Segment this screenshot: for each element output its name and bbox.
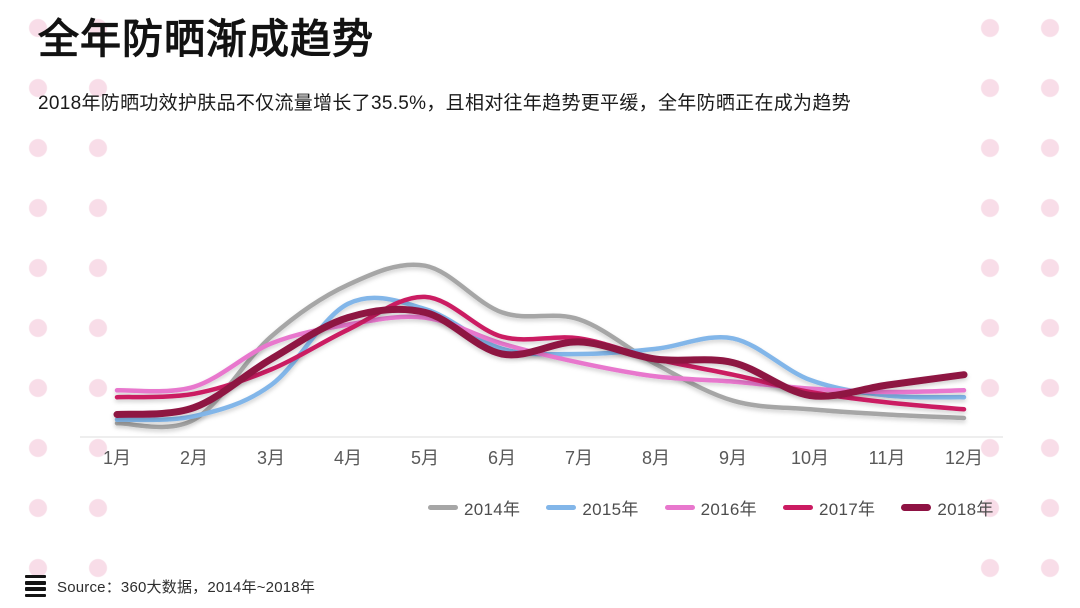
x-axis-label: 8月 [642,448,670,468]
legend-swatch-2014年 [428,505,458,510]
series-lines [113,262,968,430]
series-line-2018年 [113,305,968,418]
x-axis-label: 6月 [488,448,516,468]
chart-legend: 2014年 2015年 2016年 2017年 2018年 [428,495,994,520]
legend-label: 2018年 [937,500,994,519]
x-axis-label: 9月 [719,448,747,468]
menu-bars-icon [25,575,46,597]
page-subtitle: 2018年防晒功效护肤品不仅流量增长了35.5%，且相对往年趋势更平缓，全年防晒… [38,93,851,114]
legend-label: 2017年 [818,500,876,519]
legend-item-2016年: 2016年 [664,495,757,520]
legend-item-2018年: 2018年 [901,495,993,520]
legend-swatch-2016年 [664,505,695,510]
legend-item-2017年: 2017年 [782,495,876,520]
x-axis-labels: 1月 2月 3月 4月 5月 6月 7月 8月 9月 10月 11月 12月 [103,448,983,468]
legend-label: 2014年 [464,500,521,519]
legend-swatch-2017年 [782,505,813,510]
legend-item-2015年: 2015年 [546,495,638,520]
x-axis-label: 12月 [945,448,983,468]
legend-label: 2015年 [582,500,639,519]
legend-swatch-2018年 [901,504,932,511]
page-title: 全年防晒渐成趋势 [38,16,374,62]
legend-label: 2016年 [700,500,757,519]
x-axis-label: 7月 [565,448,593,468]
x-axis-label: 2月 [180,448,208,468]
x-axis-label: 10月 [791,448,829,468]
legend-item-2014年: 2014年 [428,495,520,520]
x-axis-label: 3月 [257,448,285,468]
x-axis-label: 5月 [411,448,439,468]
source-row: Source：360大数据，2014年~2018年 [25,575,315,597]
source-text: Source：360大数据，2014年~2018年 [57,578,316,596]
legend-swatch-2015年 [546,505,577,510]
x-axis-label: 1月 [103,448,131,468]
x-axis-label: 11月 [869,448,906,468]
x-axis-label: 4月 [334,448,362,468]
